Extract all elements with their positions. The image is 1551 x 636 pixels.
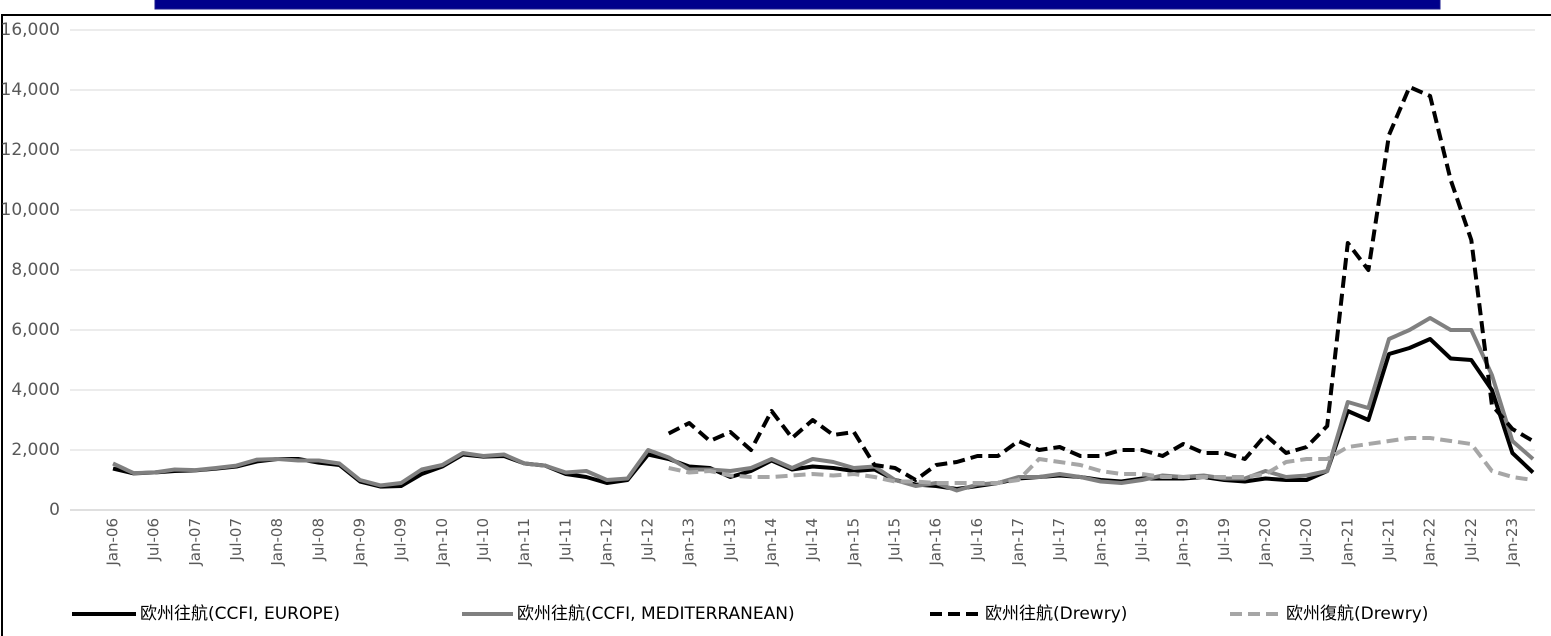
- x-tick-label: Jul-09: [392, 518, 410, 562]
- grid: 0 2,000 4,000 6,000 8,000 10,000 12,000 14,000 1…: [1, 20, 1535, 567]
- x-tick-label: Jul-07: [227, 518, 245, 562]
- legend-label: 欧州往航(CCFI, MEDITERRANEAN): [517, 604, 795, 624]
- frame: [1, 14, 1551, 636]
- y-tick-label: 14,000: [1, 80, 60, 100]
- legend-label: 欧州復航(Drewry): [1286, 604, 1428, 624]
- x-tick-label: Jan-06: [104, 518, 122, 567]
- x-tick-label: Jul-17: [1050, 518, 1068, 562]
- y-tick-label: 16,000: [1, 20, 60, 40]
- x-tick-label: Jul-14: [803, 518, 821, 562]
- x-tick-label: Jan-15: [844, 518, 862, 567]
- series-line: [667, 85, 1535, 482]
- series-line: [112, 337, 1535, 491]
- y-tick-label: 6,000: [11, 320, 60, 340]
- x-tick-label: Jan-22: [1421, 518, 1439, 567]
- x-tick-label: Jul-08: [309, 518, 327, 562]
- x-tick-label: Jan-17: [1009, 518, 1027, 567]
- x-tick-label: Jan-13: [680, 518, 698, 567]
- x-tick-label: Jul-13: [721, 518, 739, 562]
- x-tick-label: Jul-10: [474, 518, 492, 562]
- x-tick-label: Jan-14: [762, 518, 780, 567]
- x-tick-label: Jul-21: [1379, 518, 1397, 562]
- x-tick-label: Jan-07: [186, 518, 204, 567]
- x-tick-label: Jul-22: [1462, 518, 1480, 562]
- x-tick-label: Jul-19: [1215, 518, 1233, 562]
- y-tick-label: 8,000: [11, 260, 60, 280]
- series-line: [668, 436, 1534, 485]
- x-tick-label: Jul-06: [145, 518, 163, 562]
- x-tick-label: Jul-15: [886, 518, 904, 562]
- y-tick-label: 4,000: [11, 380, 60, 400]
- x-tick-label: Jan-20: [1256, 518, 1274, 567]
- x-tick-label: Jan-11: [515, 518, 533, 567]
- legend: 欧州往航(CCFI, EUROPE) 欧州往航(CCFI, MEDITERRANE…: [72, 604, 1428, 624]
- series-line: [112, 316, 1535, 493]
- x-tick-label: Jan-23: [1503, 518, 1521, 567]
- x-tick-label: Jan-08: [268, 518, 286, 567]
- x-tick-label: Jan-09: [350, 518, 368, 567]
- x-tick-label: Jul-12: [639, 518, 657, 562]
- y-tick-label: 0: [49, 500, 60, 520]
- x-tick-label: Jan-21: [1338, 518, 1356, 567]
- x-tick-label: Jan-12: [597, 518, 615, 567]
- x-tick-label: Jul-11: [556, 518, 574, 562]
- series-lines: [112, 85, 1535, 493]
- x-tick-label: Jan-19: [1174, 518, 1192, 567]
- x-tick-label: Jan-10: [433, 518, 451, 567]
- y-tick-label: 12,000: [1, 140, 60, 160]
- x-tick-label: Jan-16: [927, 518, 945, 567]
- x-tick-label: Jul-16: [968, 518, 986, 562]
- legend-label: 欧州往航(CCFI, EUROPE): [140, 604, 340, 624]
- x-tick-label: Jan-18: [1091, 518, 1109, 567]
- x-tick-label: Jul-18: [1133, 518, 1151, 562]
- header-bar: [154, 0, 1441, 10]
- legend-label: 欧州往航(Drewry): [985, 604, 1127, 624]
- y-tick-label: 10,000: [1, 200, 60, 220]
- x-tick-label: Jul-20: [1297, 518, 1315, 562]
- y-tick-label: 2,000: [11, 440, 60, 460]
